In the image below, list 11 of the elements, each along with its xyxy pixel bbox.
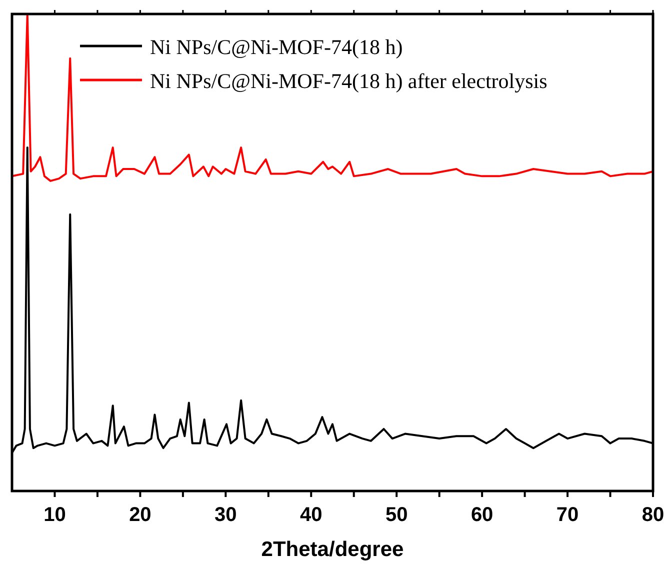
x-tick-label: 70 [556,504,579,526]
x-axis-title: 2Theta/degree [261,538,404,561]
x-tick-label: 30 [214,504,237,526]
legend-label: Ni NPs/C@Ni-MOF-74(18 h) [150,35,403,59]
x-tick-label: 40 [300,504,322,526]
x-tick-label: 20 [129,504,152,526]
x-tick-label: 10 [44,504,66,526]
x-tick-label: 80 [642,504,664,526]
x-tick-label: 60 [470,504,494,526]
x-tick-label: 50 [385,504,408,526]
legend-label: Ni NPs/C@Ni-MOF-74(18 h) after electrolysis [150,69,548,93]
